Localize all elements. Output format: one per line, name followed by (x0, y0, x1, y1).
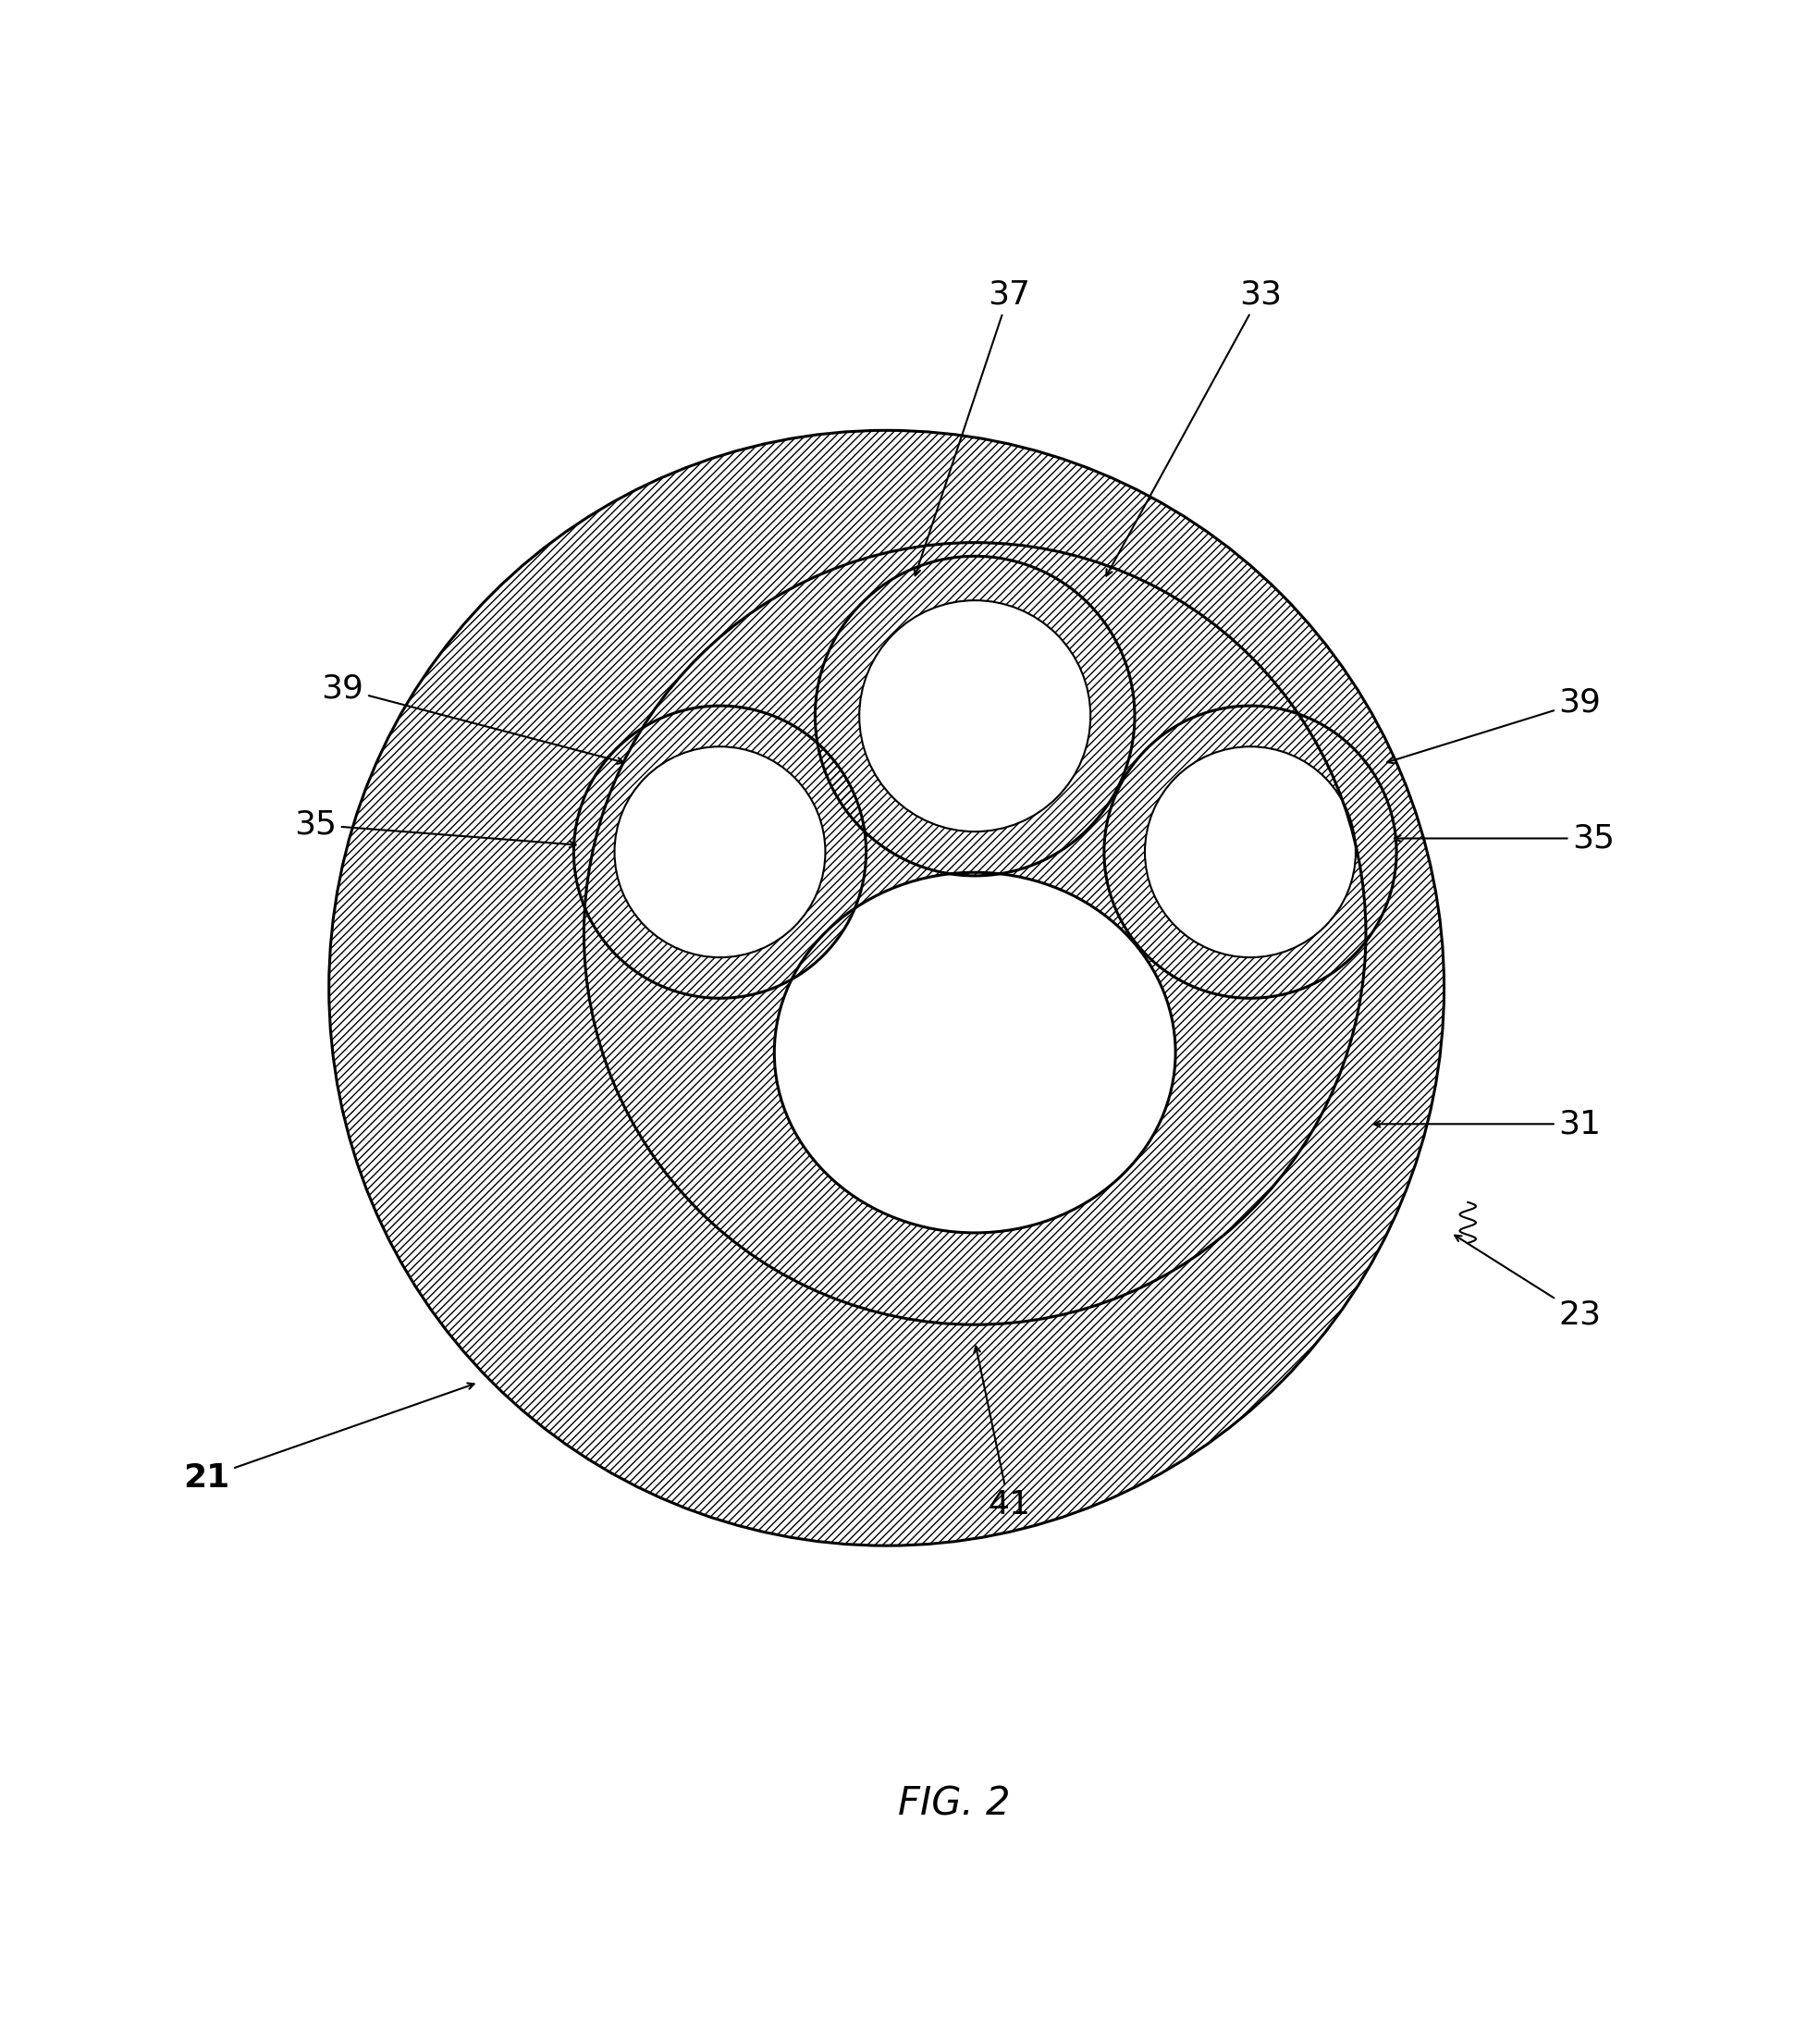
Text: 31: 31 (1373, 1108, 1601, 1141)
Circle shape (614, 746, 826, 957)
Text: 35: 35 (1395, 822, 1615, 854)
Circle shape (1104, 705, 1397, 997)
Text: 33: 33 (1106, 278, 1281, 576)
Text: 39: 39 (1388, 687, 1601, 762)
Text: FIG. 2: FIG. 2 (898, 1784, 1010, 1823)
Text: 23: 23 (1455, 1235, 1601, 1331)
Text: 37: 37 (914, 278, 1030, 576)
Circle shape (329, 431, 1444, 1545)
Circle shape (1146, 746, 1355, 957)
Text: 21: 21 (183, 1384, 473, 1494)
Circle shape (860, 601, 1090, 832)
Circle shape (584, 542, 1366, 1325)
Circle shape (815, 556, 1135, 875)
Circle shape (575, 705, 866, 997)
Ellipse shape (790, 887, 1160, 1218)
Text: 39: 39 (322, 672, 623, 764)
Ellipse shape (775, 873, 1176, 1233)
Text: 41: 41 (974, 1347, 1030, 1521)
Text: 35: 35 (295, 809, 576, 848)
